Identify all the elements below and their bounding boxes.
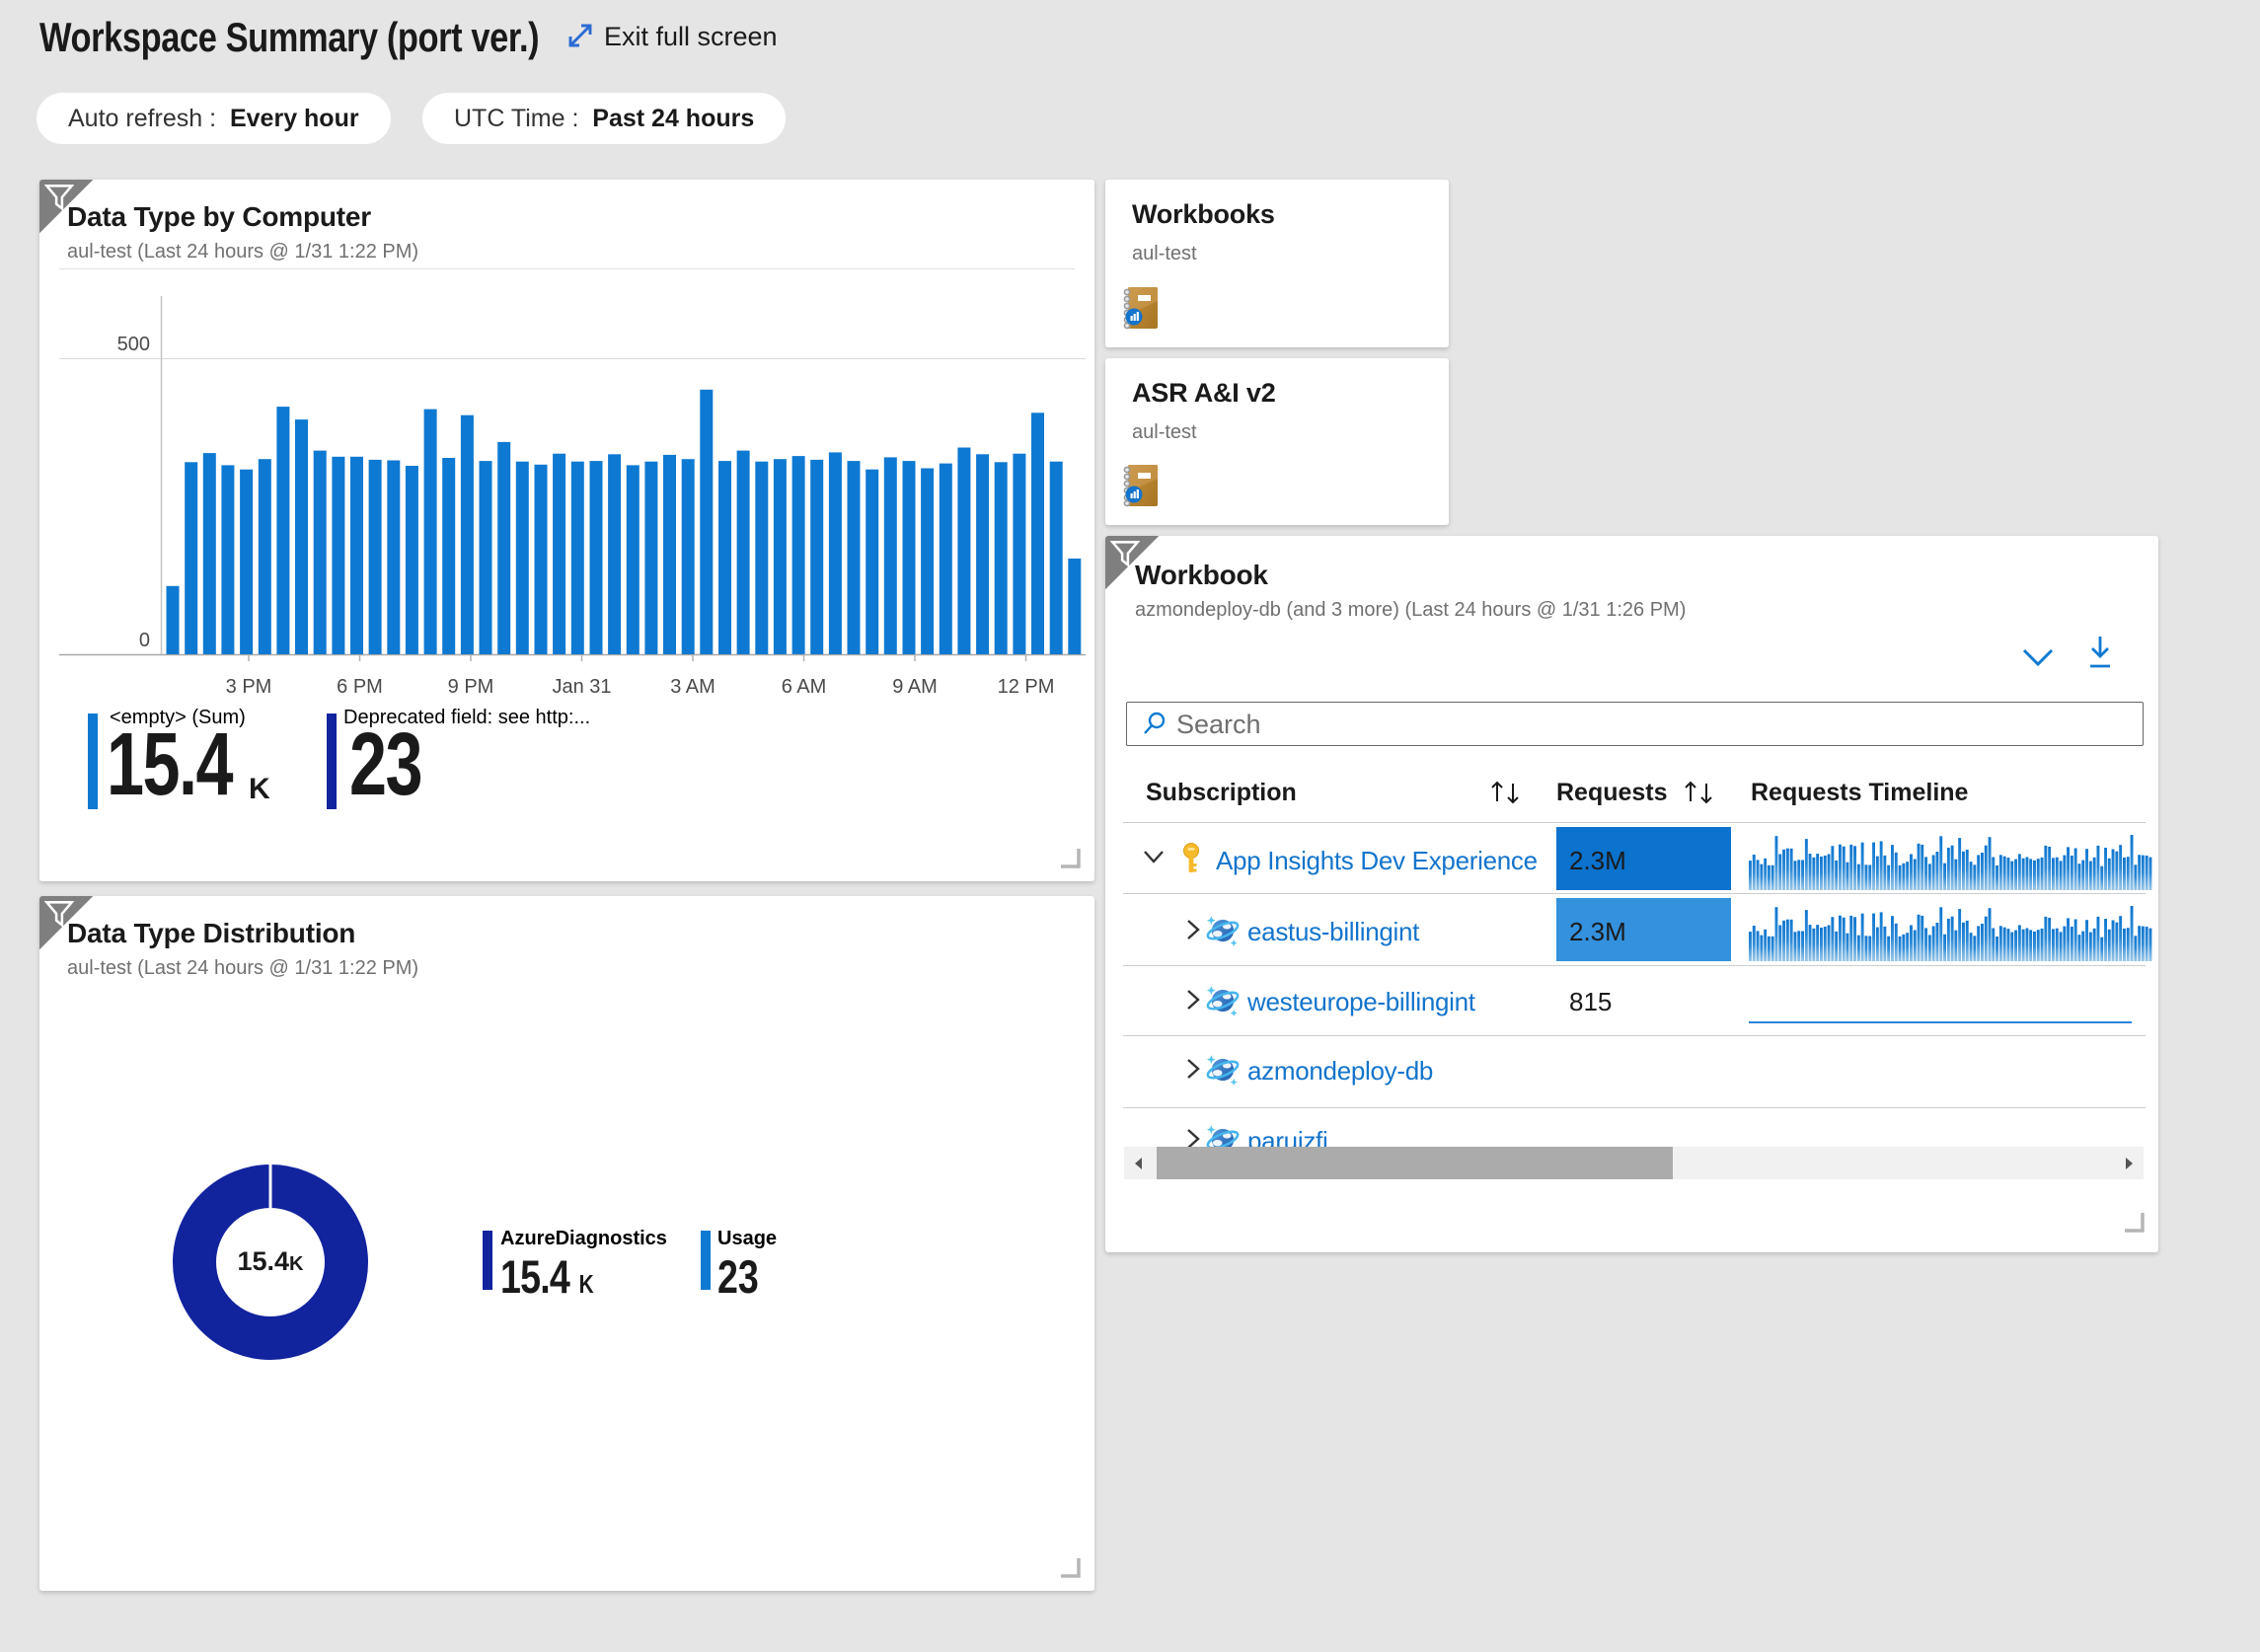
svg-text:0: 0 (139, 630, 150, 651)
svg-text:Jan 31: Jan 31 (552, 676, 611, 698)
svg-text:6 PM: 6 PM (337, 676, 383, 698)
svg-text:9 PM: 9 PM (448, 676, 494, 698)
svg-text:9 AM: 9 AM (892, 676, 938, 698)
svg-text:6 AM: 6 AM (782, 676, 827, 698)
svg-text:500: 500 (117, 334, 150, 355)
svg-text:3 PM: 3 PM (226, 676, 272, 698)
svg-text:12 PM: 12 PM (998, 676, 1055, 698)
svg-text:3 AM: 3 AM (670, 676, 716, 698)
